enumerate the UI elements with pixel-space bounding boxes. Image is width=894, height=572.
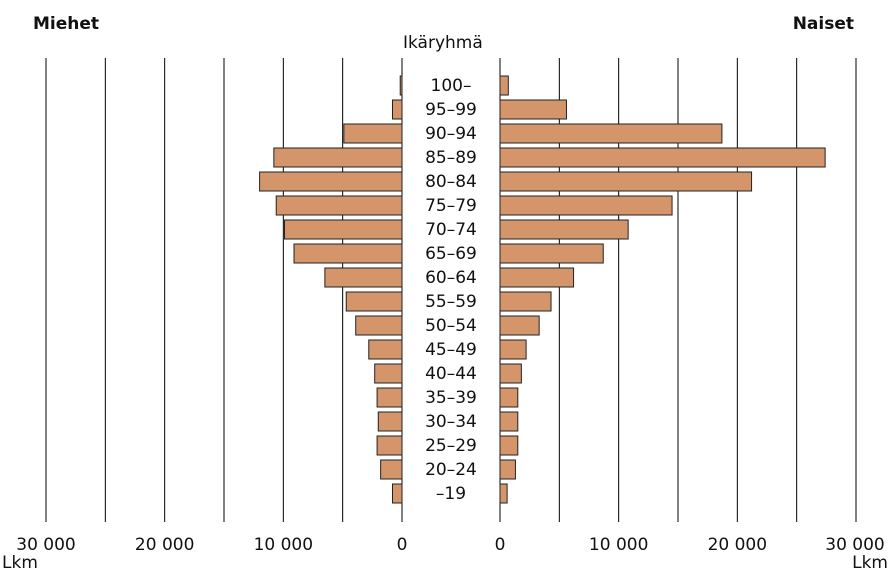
age-group-label: 85–89 [425, 148, 477, 168]
age-group-label: 95–99 [425, 100, 477, 120]
bar-women [499, 363, 522, 384]
age-label-band [402, 58, 500, 522]
age-group-label: 25–29 [425, 436, 477, 456]
bar-women [499, 315, 540, 336]
bar-men [377, 411, 403, 432]
age-group-label: 90–94 [425, 124, 477, 144]
age-group-label: 45–49 [425, 340, 477, 360]
bar-women [499, 291, 552, 312]
bar-men [273, 147, 403, 168]
bar-men [374, 363, 403, 384]
bar-women [499, 123, 723, 144]
x-tick-label-left: 0 [397, 535, 408, 555]
bar-men [376, 435, 403, 456]
bar-men [345, 291, 403, 312]
left-title-men: Miehet [33, 14, 100, 34]
bar-women [499, 171, 753, 192]
bar-men [275, 195, 403, 216]
bar-women [499, 411, 519, 432]
bar-men [392, 483, 403, 504]
x-tick-label-right: 30 000 [825, 535, 884, 555]
right-title-women: Naiset [792, 14, 854, 34]
bar-women [499, 219, 629, 240]
age-group-label: –19 [436, 484, 466, 504]
bar-women [499, 339, 527, 360]
age-group-label: 70–74 [425, 220, 477, 240]
bar-men [380, 459, 403, 480]
bar-women [499, 387, 519, 408]
unit-label-left: Lkm [2, 553, 38, 572]
x-tick-label-right: 20 000 [708, 535, 767, 555]
bar-women [499, 243, 604, 264]
age-group-label: 75–79 [425, 196, 477, 216]
bar-women [499, 147, 826, 168]
age-group-label: 40–44 [425, 364, 477, 384]
unit-label-right: Lkm [852, 553, 888, 572]
bar-women [499, 267, 575, 288]
bar-women [499, 483, 508, 504]
x-tick-label-left: 10 000 [254, 535, 313, 555]
bar-men [293, 243, 403, 264]
x-tick-label-left: 20 000 [135, 535, 194, 555]
age-group-label: 65–69 [425, 244, 477, 264]
bar-men [392, 99, 403, 120]
bar-women [499, 195, 673, 216]
bar-women [499, 435, 519, 456]
age-group-title: Ikäryhmä [403, 33, 483, 53]
bar-women [499, 99, 567, 120]
age-group-label: 60–64 [425, 268, 477, 288]
bar-men [399, 75, 403, 96]
bar-men [284, 219, 403, 240]
age-group-label: 100– [431, 76, 472, 96]
age-group-label: 80–84 [425, 172, 477, 192]
bar-men [324, 267, 403, 288]
x-tick-label-left: 30 000 [16, 535, 75, 555]
bar-men [355, 315, 403, 336]
age-group-label: 30–34 [425, 412, 477, 432]
age-group-label: 20–24 [425, 460, 477, 480]
bar-men [343, 123, 403, 144]
bar-men [368, 339, 403, 360]
bar-women [499, 75, 509, 96]
x-tick-label-right: 0 [495, 535, 506, 555]
bar-men [376, 387, 403, 408]
age-group-label: 50–54 [425, 316, 477, 336]
age-group-label: 55–59 [425, 292, 477, 312]
bar-men [259, 171, 403, 192]
age-group-label: 35–39 [425, 388, 477, 408]
bar-women [499, 459, 516, 480]
x-tick-label-right: 10 000 [589, 535, 648, 555]
